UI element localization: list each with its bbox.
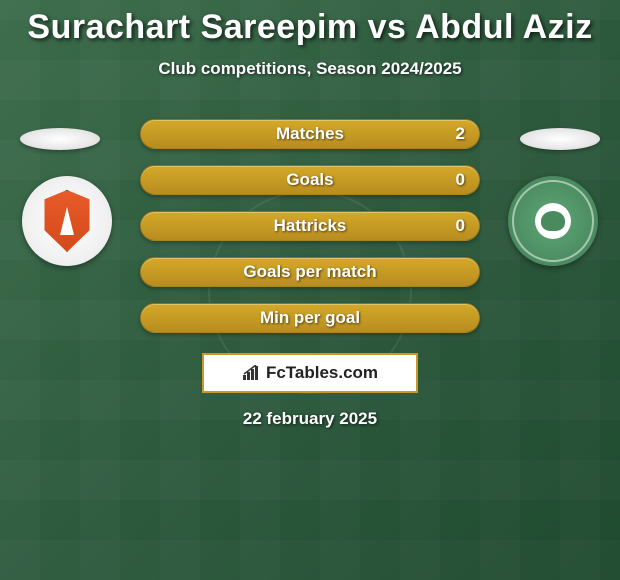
infographic-content: Surachart Sareepim vs Abdul Aziz Club co… <box>0 0 620 429</box>
stat-label: Matches <box>276 124 344 144</box>
stat-label: Goals <box>286 170 333 190</box>
bird-icon <box>535 203 571 239</box>
stat-label: Goals per match <box>243 262 376 282</box>
stat-value: 0 <box>456 170 465 190</box>
comparison-title: Surachart Sareepim vs Abdul Aziz <box>0 8 620 47</box>
shield-icon <box>42 190 92 252</box>
club-badge-left <box>22 176 112 266</box>
stat-row-min-per-goal: Min per goal <box>140 303 480 333</box>
player-left-avatar <box>20 128 100 150</box>
stat-row-goals-per-match: Goals per match <box>140 257 480 287</box>
season-subtitle: Club competitions, Season 2024/2025 <box>0 59 620 79</box>
stat-row-hattricks: Hattricks 0 <box>140 211 480 241</box>
stat-label: Min per goal <box>260 308 360 328</box>
stat-label: Hattricks <box>274 216 347 236</box>
bar-chart-icon <box>242 365 262 381</box>
snapshot-date: 22 february 2025 <box>0 409 620 429</box>
stat-value: 2 <box>456 124 465 144</box>
club-badge-right <box>508 176 598 266</box>
player-right-avatar <box>520 128 600 150</box>
brand-box: FcTables.com <box>202 353 418 393</box>
stat-row-goals: Goals 0 <box>140 165 480 195</box>
brand-text: FcTables.com <box>266 363 378 383</box>
stat-row-matches: Matches 2 <box>140 119 480 149</box>
stat-value: 0 <box>456 216 465 236</box>
